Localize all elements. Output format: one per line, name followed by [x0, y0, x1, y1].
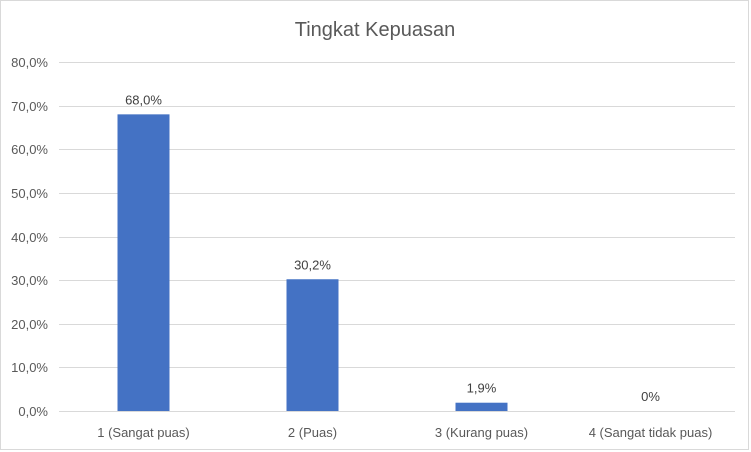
data-label: 1,9%: [467, 381, 497, 396]
x-axis-category-labels: 1 (Sangat puas) 2 (Puas) 3 (Kurang puas) 4 …: [97, 425, 712, 440]
bars: [117, 114, 508, 411]
y-axis-tick-labels: 0,0% 10,0% 20,0% 30,0% 40,0% 50,0% 60,0% 70,0% 8…: [11, 55, 48, 419]
data-label: 30,2%: [294, 257, 331, 272]
y-tick-label: 40,0%: [11, 230, 48, 245]
y-tick-label: 30,0%: [11, 273, 48, 288]
y-tick-label: 80,0%: [11, 55, 48, 70]
y-tick-label: 60,0%: [11, 142, 48, 157]
x-category-label: 1 (Sangat puas): [97, 425, 190, 440]
y-tick-label: 10,0%: [11, 360, 48, 375]
y-tick-label: 20,0%: [11, 317, 48, 332]
data-label: 68,0%: [125, 92, 162, 107]
y-tick-label: 0,0%: [18, 404, 48, 419]
y-tick-label: 70,0%: [11, 99, 48, 114]
x-category-label: 4 (Sangat tidak puas): [589, 425, 713, 440]
bar: [117, 114, 170, 411]
chart-title: Tingkat Kepuasan: [295, 19, 455, 41]
data-label: 0%: [641, 389, 660, 404]
bar: [455, 402, 508, 411]
x-category-label: 3 (Kurang puas): [435, 425, 528, 440]
data-labels: 68,0% 30,2% 1,9% 0%: [125, 92, 660, 404]
y-tick-label: 50,0%: [11, 186, 48, 201]
gridlines: [59, 62, 735, 412]
x-category-label: 2 (Puas): [288, 425, 337, 440]
bar: [286, 279, 339, 411]
